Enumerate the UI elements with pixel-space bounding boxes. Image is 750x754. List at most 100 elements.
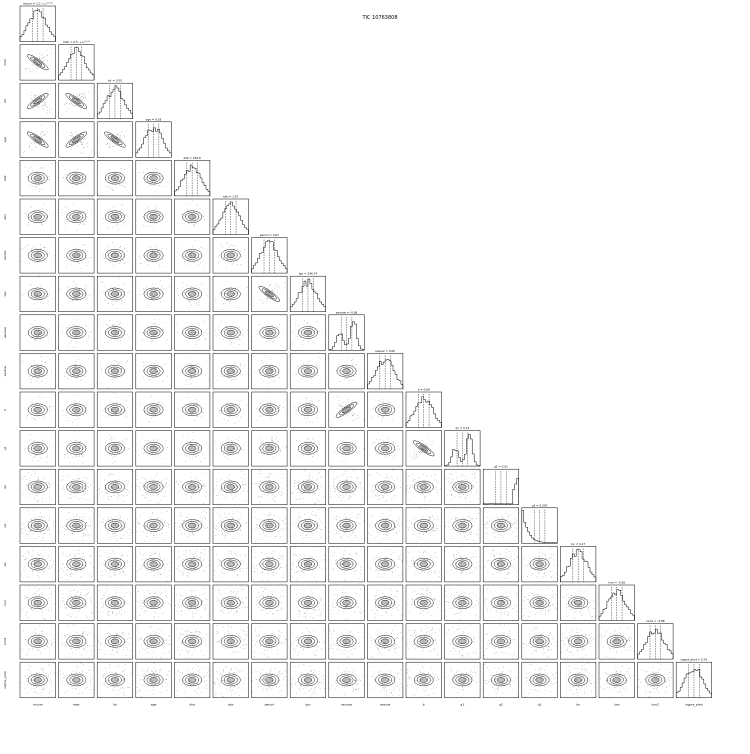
density-contour xyxy=(66,171,87,185)
panel-frame xyxy=(444,546,481,583)
panel-q3-age xyxy=(135,507,172,544)
scatter-points xyxy=(370,546,403,580)
density-contour xyxy=(110,329,120,336)
scatter-points xyxy=(139,246,166,268)
panel-frame xyxy=(58,391,95,428)
marginal-title: rhoum = 1.3 ₋₀.₀₁⁺⁰·⁰¹ xyxy=(23,2,53,6)
density-contour xyxy=(378,636,393,646)
panel-frame xyxy=(135,507,172,544)
density-contour xyxy=(105,519,125,532)
panel-secosw-mstr xyxy=(58,314,95,351)
panel-frame xyxy=(96,353,133,390)
scatter-points xyxy=(293,357,321,384)
panel-frame xyxy=(96,468,133,505)
panel-q1-sesinw xyxy=(367,430,404,467)
density-contour xyxy=(33,600,42,606)
density-contour xyxy=(33,522,42,529)
density-contour xyxy=(496,677,506,683)
density-contour xyxy=(455,482,470,492)
density-contour xyxy=(568,673,589,687)
density-contour xyxy=(146,443,161,453)
density-contour xyxy=(532,636,547,646)
density-contour xyxy=(375,480,396,494)
density-contour xyxy=(72,522,81,529)
density-contour xyxy=(303,677,313,683)
density-contour xyxy=(143,557,164,571)
density-contour xyxy=(27,519,48,532)
density-contour xyxy=(69,212,84,222)
scatter-points xyxy=(98,473,132,503)
panel-q1-mstr xyxy=(58,430,95,467)
density-contour xyxy=(66,596,87,609)
density-contour xyxy=(110,445,120,452)
panel-frame xyxy=(96,314,133,351)
density-contour xyxy=(188,484,197,490)
density-contour xyxy=(69,250,84,260)
density-contour xyxy=(146,289,161,299)
panel-frame xyxy=(212,391,249,428)
density-contour xyxy=(185,328,200,337)
density-contour xyxy=(532,675,547,685)
marginal-title: q3 = 0.007 xyxy=(532,503,548,507)
density-contour xyxy=(30,482,45,492)
x-axis-label: lum xyxy=(614,703,620,707)
density-contour xyxy=(606,673,627,687)
panel-sigma_phot-q2 xyxy=(482,661,519,698)
density-contour xyxy=(339,482,354,492)
panel-period-rhoum xyxy=(19,237,56,274)
marginal-histogram xyxy=(212,201,249,235)
density-contour xyxy=(105,249,125,262)
panel-q3-period xyxy=(251,507,288,544)
density-contour xyxy=(568,596,589,609)
density-contour xyxy=(30,559,45,569)
panel-frame xyxy=(96,430,133,467)
density-contour xyxy=(69,289,84,299)
scatter-points xyxy=(446,624,480,658)
density-contour xyxy=(535,638,544,645)
scatter-points xyxy=(407,625,440,658)
density-contour xyxy=(33,59,43,66)
panel-lum-age xyxy=(135,584,172,621)
density-contour xyxy=(108,366,122,376)
panel-lum-q2 xyxy=(482,584,519,621)
density-contour xyxy=(146,250,161,260)
density-contour xyxy=(143,326,164,339)
panel-frame xyxy=(135,468,172,505)
density-contour xyxy=(27,93,49,109)
density-contour xyxy=(30,134,46,146)
marginal-title: lum = -0.38 xyxy=(608,581,625,585)
panel-frame xyxy=(328,623,365,660)
density-contour xyxy=(301,366,315,376)
density-contour xyxy=(30,598,45,608)
density-contour xyxy=(65,131,88,148)
panel-q2-age xyxy=(135,468,172,505)
y-axis-label: q3 xyxy=(3,524,7,528)
density-contour xyxy=(265,677,274,683)
scatter-points xyxy=(214,471,248,502)
panel-sigma_phot-age xyxy=(135,661,172,698)
density-contour xyxy=(226,445,235,452)
panel-frame xyxy=(174,661,211,698)
panel-loc-ebv xyxy=(212,546,249,583)
density-contour xyxy=(223,405,238,415)
density-contour xyxy=(226,329,235,336)
scatter-points xyxy=(101,277,130,310)
density-contour xyxy=(264,290,274,298)
scatter-points xyxy=(21,625,56,656)
panel-ebv-ebv: ebv = 1.07 xyxy=(212,195,249,235)
panel-secosw-period xyxy=(251,314,288,351)
panel-frame xyxy=(289,353,326,390)
panel-frame xyxy=(19,314,56,351)
density-contour xyxy=(259,442,280,455)
scatter-points xyxy=(484,508,519,542)
density-contour xyxy=(298,519,318,532)
panel-secosw-secosw: secosw = -0.08 xyxy=(328,310,365,351)
panel-q3-tpo xyxy=(289,507,326,544)
density-contour xyxy=(107,134,123,146)
density-contour xyxy=(458,677,467,683)
panel-tpo-period xyxy=(251,275,288,312)
panel-dist-rhoum xyxy=(19,160,56,197)
density-contour xyxy=(413,440,435,457)
panel-sesinw-mstr xyxy=(58,353,95,390)
panel-loc-sesinw xyxy=(367,546,404,583)
